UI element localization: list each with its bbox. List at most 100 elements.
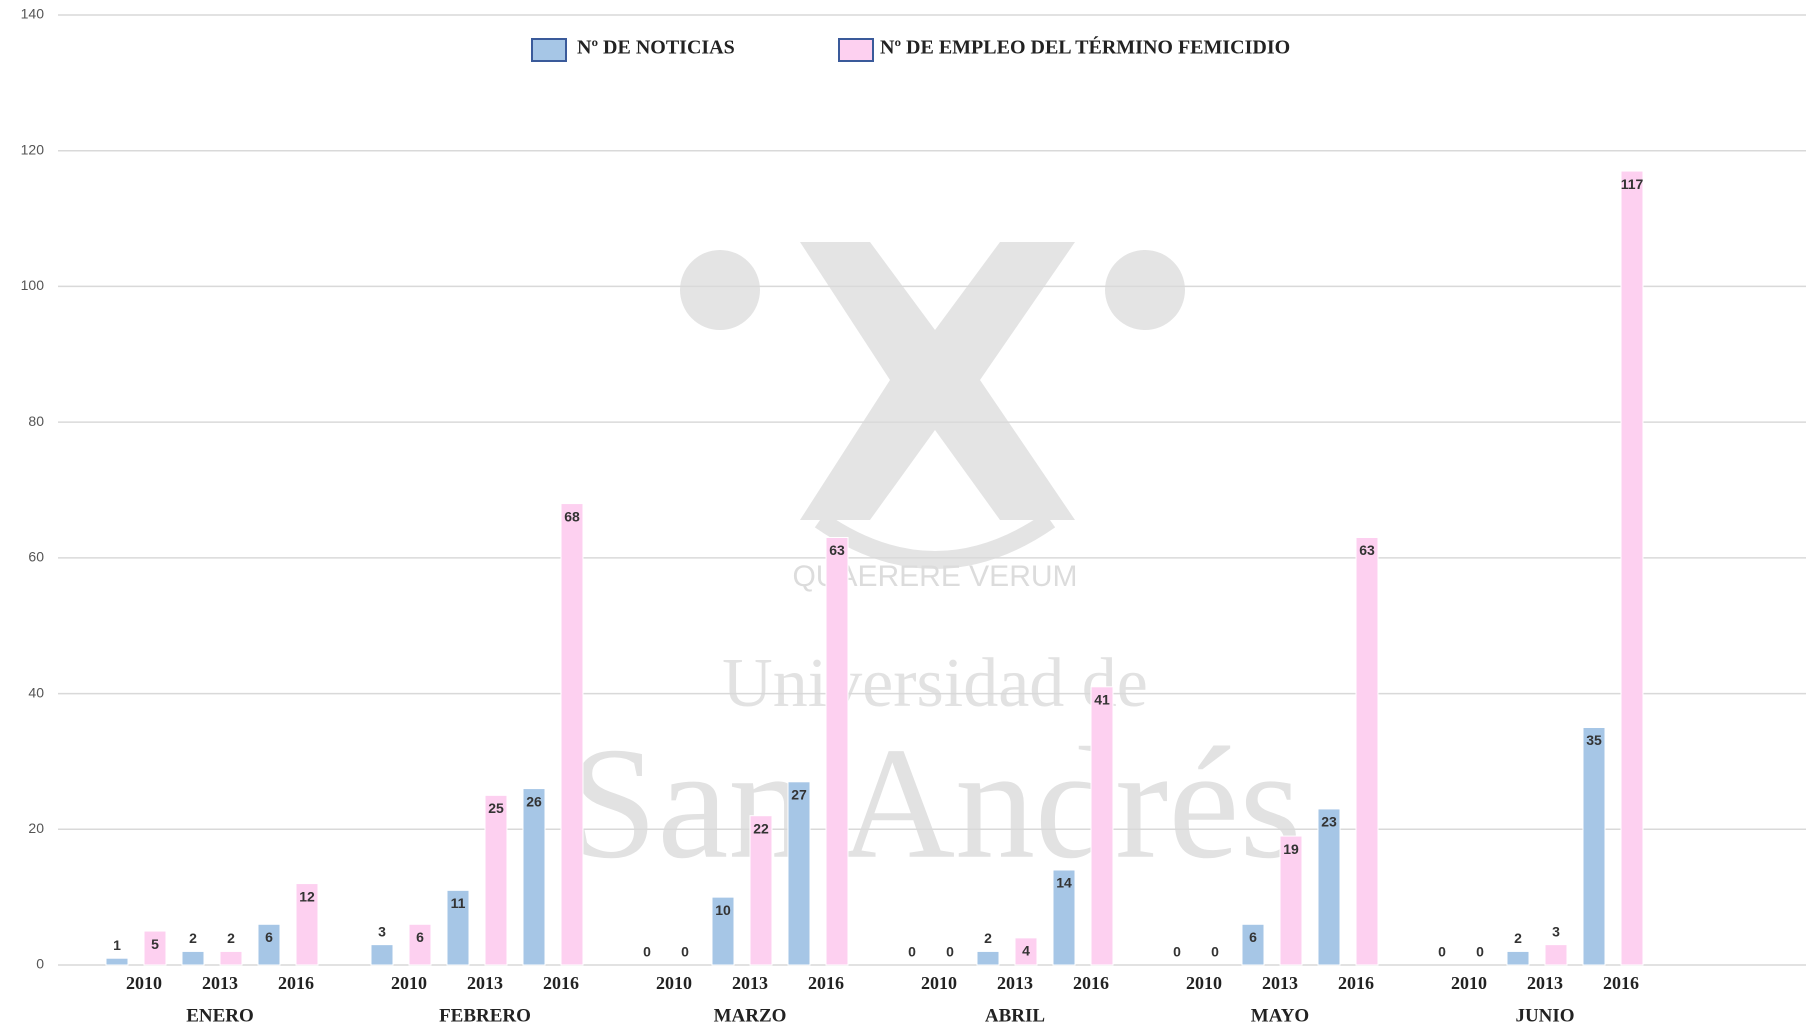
data-label: 41 (1094, 691, 1110, 707)
x-tick-label: 2010 (921, 973, 957, 993)
bar (105, 957, 129, 966)
data-label: 0 (1476, 944, 1484, 960)
x-tick-label: 2016 (808, 973, 844, 993)
y-tick-label: 140 (21, 6, 45, 22)
x-tick-label: 2016 (543, 973, 579, 993)
bar (370, 944, 394, 966)
legend-label: Nº DE EMPLEO DEL TÉRMINO FEMICIDIO (880, 36, 1290, 59)
y-tick-label: 80 (28, 413, 44, 429)
data-label: 3 (378, 923, 386, 939)
x-tick-label: 2010 (1451, 973, 1487, 993)
x-tick-label: 2010 (1186, 973, 1222, 993)
watermark-thistle (680, 250, 760, 330)
bar (522, 788, 546, 966)
data-label: 2 (984, 930, 992, 946)
x-tick-label: 2016 (1603, 973, 1639, 993)
x-tick-label: 2010 (656, 973, 692, 993)
data-label: 0 (1173, 944, 1181, 960)
data-label: 63 (1359, 542, 1375, 558)
y-tick-label: 20 (28, 820, 44, 836)
bar (295, 883, 319, 966)
data-label: 2 (189, 930, 197, 946)
data-label: 0 (643, 944, 651, 960)
x-tick-label: 2013 (997, 973, 1033, 993)
data-label: 3 (1552, 923, 1560, 939)
data-label: 0 (681, 944, 689, 960)
data-label: 6 (1249, 929, 1257, 945)
data-label: 35 (1586, 732, 1602, 748)
y-tick-label: 100 (21, 277, 45, 293)
data-label: 27 (791, 786, 807, 802)
data-label: 0 (1438, 944, 1446, 960)
x-tick-label: 2013 (202, 973, 238, 993)
x-tick-label: 2013 (467, 973, 503, 993)
data-label: 68 (564, 508, 580, 524)
data-label: 2 (227, 930, 235, 946)
data-label: 5 (151, 936, 159, 952)
watermark-thistle (1105, 250, 1185, 330)
bar (408, 923, 432, 966)
data-label: 25 (488, 800, 504, 816)
bar (1317, 808, 1341, 966)
x-tick-label: 2010 (391, 973, 427, 993)
bar (257, 923, 281, 966)
data-label: 117 (1621, 176, 1644, 192)
data-label: 0 (908, 944, 916, 960)
legend-label: Nº DE NOTICIAS (577, 37, 735, 59)
data-label: 22 (753, 820, 769, 836)
data-label: 26 (526, 793, 542, 809)
group-label: MARZO (714, 1005, 787, 1026)
x-tick-label: 2016 (1073, 973, 1109, 993)
data-label: 0 (946, 944, 954, 960)
legend-swatch (838, 38, 874, 62)
data-label: 12 (299, 888, 315, 904)
bar (1582, 727, 1606, 966)
bar (1355, 537, 1379, 966)
bar (1620, 170, 1644, 966)
data-label: 23 (1321, 814, 1337, 830)
group-label: JUNIO (1515, 1005, 1574, 1026)
data-label: 10 (715, 902, 731, 918)
bar (219, 950, 243, 966)
bar (711, 896, 735, 966)
data-label: 63 (829, 542, 845, 558)
watermark-text: San Andrés (568, 714, 1301, 892)
data-label: 2 (1514, 930, 1522, 946)
bar (1052, 869, 1076, 966)
bar (484, 794, 508, 966)
watermark-logo (800, 242, 1075, 520)
data-label: 6 (416, 929, 424, 945)
x-tick-label: 2013 (1527, 973, 1563, 993)
watermark-text: Universidad de (722, 645, 1148, 722)
watermark (680, 242, 1185, 569)
y-tick-label: 120 (21, 141, 45, 157)
data-label: 6 (265, 929, 273, 945)
bar (446, 889, 470, 966)
bar (787, 781, 811, 966)
group-label: MAYO (1251, 1005, 1309, 1026)
bar (825, 537, 849, 966)
bar (1090, 686, 1114, 966)
x-tick-label: 2013 (732, 973, 768, 993)
y-tick-label: 60 (28, 549, 44, 565)
y-tick-label: 0 (36, 956, 44, 972)
bar (1279, 835, 1303, 966)
bar (1544, 944, 1568, 966)
data-label: 4 (1022, 943, 1030, 959)
y-tick-label: 40 (28, 684, 44, 700)
data-label: 19 (1283, 841, 1299, 857)
bar (749, 815, 773, 966)
bar (181, 950, 205, 966)
group-label: ENERO (186, 1005, 254, 1026)
data-label: 14 (1056, 875, 1072, 891)
legend-swatch (531, 38, 567, 62)
bar (976, 950, 1000, 966)
data-label: 1 (113, 937, 121, 953)
bar (1014, 937, 1038, 966)
data-label: 0 (1211, 944, 1219, 960)
x-tick-label: 2010 (126, 973, 162, 993)
data-label: 11 (451, 895, 466, 911)
watermark-arc (814, 512, 1056, 569)
bar (143, 930, 167, 966)
